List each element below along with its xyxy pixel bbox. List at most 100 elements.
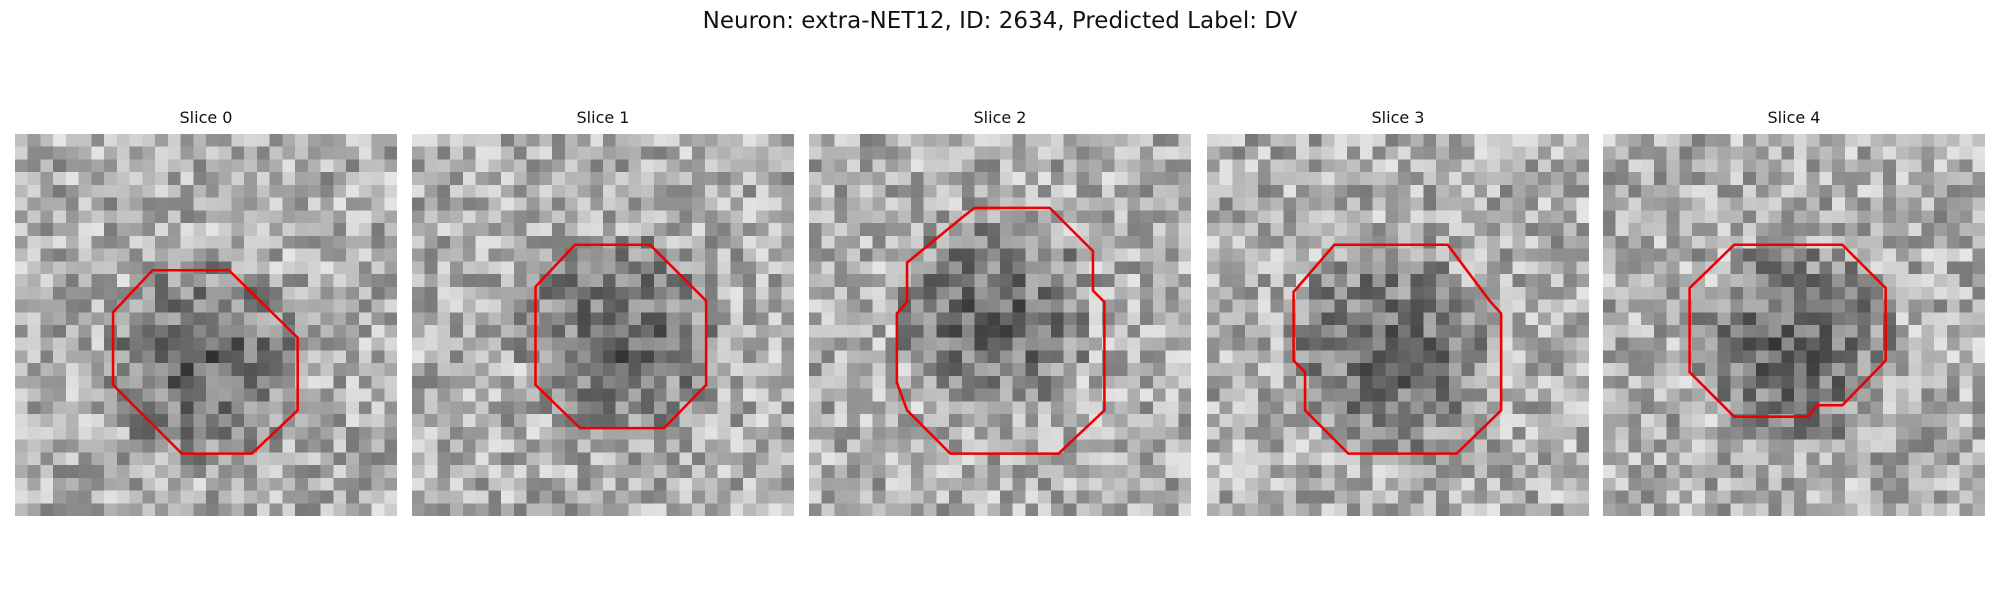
pixel: [1499, 248, 1513, 262]
pixel: [91, 325, 105, 338]
pixel: [206, 350, 219, 364]
pixel: [936, 426, 950, 440]
pixel: [1666, 401, 1680, 415]
pixel: [1347, 172, 1360, 185]
pixel: [1089, 172, 1102, 185]
pixel: [1219, 401, 1233, 415]
pixel: [1806, 477, 1820, 491]
pixel: [1730, 312, 1744, 325]
pixel: [781, 325, 794, 338]
pixel: [1372, 210, 1386, 224]
pixel: [692, 401, 705, 415]
pixel: [1178, 274, 1191, 287]
pixel: [358, 210, 372, 224]
pixel: [1781, 452, 1794, 466]
pixel: [526, 172, 540, 185]
pixel: [1972, 184, 1985, 198]
pixel: [1448, 299, 1462, 313]
pixel: [910, 426, 924, 440]
pixel: [1946, 452, 1960, 466]
pixel: [116, 350, 130, 364]
pixel: [1245, 172, 1258, 185]
pixel: [1934, 388, 1947, 402]
pixel: [1178, 172, 1191, 185]
pixel: [1423, 465, 1437, 478]
pixel: [1038, 426, 1051, 440]
pixel: [1372, 414, 1386, 427]
pixel: [1232, 312, 1246, 325]
pixel: [1232, 490, 1246, 504]
pixel: [501, 184, 514, 198]
pixel: [1089, 325, 1102, 338]
pixel: [1436, 325, 1449, 338]
pixel: [437, 414, 451, 427]
pixel: [1487, 503, 1500, 516]
pixel: [1576, 439, 1589, 453]
pixel: [666, 159, 680, 173]
pixel: [193, 490, 206, 504]
pixel: [129, 248, 143, 262]
pixel: [424, 134, 438, 147]
pixel: [1615, 146, 1629, 160]
pixel: [834, 299, 848, 313]
pixel: [821, 426, 835, 440]
pixel: [1000, 223, 1013, 236]
pixel: [1347, 197, 1360, 211]
pixel: [1794, 503, 1807, 516]
pixel: [898, 363, 911, 376]
slice-panel: Slice 2: [809, 106, 1191, 516]
pixel: [462, 401, 476, 415]
pixel: [15, 286, 28, 300]
pixel: [1704, 363, 1718, 376]
pixel: [1257, 210, 1271, 224]
pixel: [78, 452, 92, 466]
pixel: [1308, 503, 1322, 516]
pixel: [821, 299, 835, 313]
pixel: [501, 465, 514, 478]
pixel: [859, 312, 873, 325]
pixel: [1127, 414, 1141, 427]
pixel: [974, 503, 988, 516]
pixel: [1499, 401, 1513, 415]
pixel: [142, 210, 156, 224]
pixel: [27, 325, 41, 338]
pixel: [679, 477, 693, 491]
pixel: [552, 477, 565, 491]
pixel: [1207, 426, 1220, 440]
pixel: [577, 197, 591, 211]
pixel: [1730, 325, 1744, 338]
pixel: [1666, 172, 1680, 185]
pixel: [1730, 172, 1744, 185]
pixel: [1127, 363, 1141, 376]
pixel: [371, 414, 385, 427]
pixel: [1794, 197, 1807, 211]
pixel: [1895, 401, 1909, 415]
pixel: [1308, 235, 1322, 249]
pixel: [1730, 477, 1744, 491]
pixel: [1178, 375, 1191, 389]
pixel: [781, 184, 794, 198]
pixel: [781, 414, 794, 427]
pixel: [1972, 426, 1985, 440]
pixel: [923, 477, 937, 491]
pixel: [1296, 184, 1309, 198]
pixel: [653, 401, 667, 415]
pixel: [1794, 388, 1807, 402]
pixel: [1321, 477, 1335, 491]
pixel: [910, 184, 924, 198]
pixel: [653, 337, 667, 351]
pixel: [730, 312, 744, 325]
pixel: [704, 388, 718, 402]
pixel: [1410, 350, 1424, 364]
pixel: [193, 439, 206, 453]
pixel: [1359, 350, 1373, 364]
pixel: [1474, 350, 1488, 364]
pixel: [1423, 299, 1437, 313]
pixel: [1538, 465, 1551, 478]
pixel: [1076, 146, 1090, 160]
pixel: [424, 477, 438, 491]
pixel: [1219, 452, 1233, 466]
pixel: [1512, 134, 1526, 147]
pixel: [1245, 210, 1258, 224]
pixel: [1921, 388, 1935, 402]
